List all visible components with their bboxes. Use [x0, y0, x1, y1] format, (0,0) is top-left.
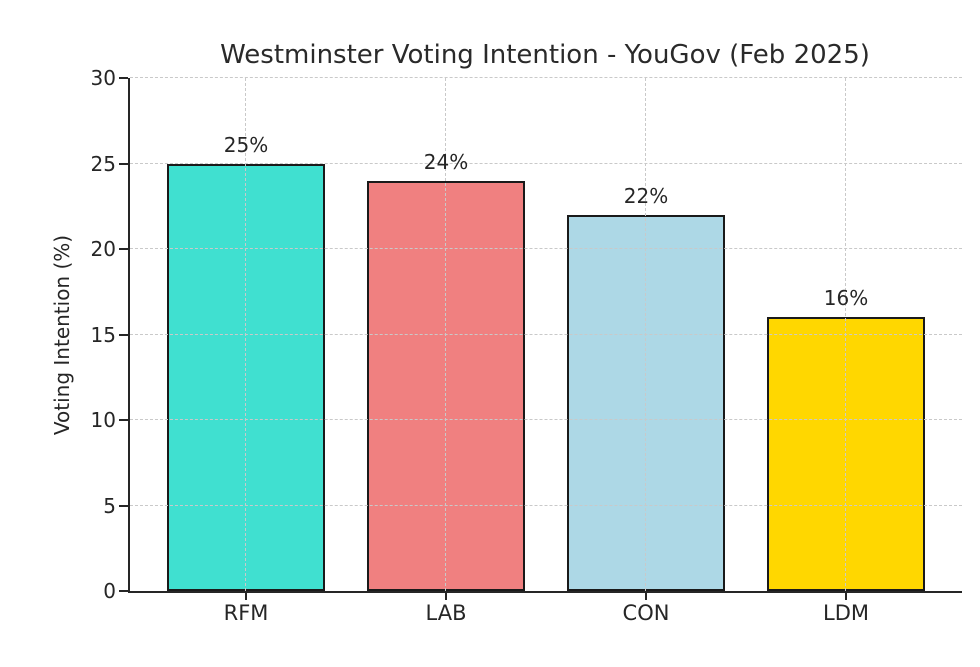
y-tick-mark-25	[119, 162, 128, 165]
bar-ldm	[767, 317, 925, 591]
y-tick-mark-20	[119, 248, 128, 250]
x-tick-label-con: CON	[622, 601, 670, 625]
bar-con	[567, 214, 725, 591]
value-label-rfm: 25%	[223, 132, 269, 157]
y-tick-label-20: 20	[90, 237, 116, 261]
y-tick-mark-15	[119, 333, 128, 336]
x-tick-label-lab: LAB	[425, 601, 467, 625]
y-tick-label-5: 5	[103, 493, 116, 518]
chart-title: Westminster Voting Intention - YouGov (F…	[220, 40, 870, 70]
x-tick-mark-con	[645, 593, 647, 600]
y-tick-label-0: 0	[103, 579, 116, 603]
bar-rfm	[167, 163, 325, 591]
x-tick-mark-ldm	[845, 593, 847, 600]
y-tick-label-30: 30	[90, 66, 116, 90]
y-gridline-30	[130, 77, 962, 78]
value-label-ldm: 16%	[823, 286, 869, 311]
y-tick-label-10: 10	[90, 408, 116, 432]
value-label-con: 22%	[623, 183, 669, 208]
y-tick-label-15: 15	[90, 322, 116, 347]
x-tick-label-ldm: LDM	[823, 601, 869, 625]
x-tick-mark-lab	[445, 593, 447, 600]
x-tick-mark-rfm	[245, 593, 247, 600]
plot-area: 0 5 10 15 20 25 30 RFM 25% LAB 24% CON 22% LDM 16%	[91, 66, 962, 625]
y-tick-mark-0	[119, 590, 128, 592]
bar-lab	[367, 180, 525, 591]
value-label-lab: 24%	[423, 149, 469, 174]
y-tick-mark-5	[119, 504, 128, 507]
y-tick-label-25: 25	[90, 151, 116, 176]
y-tick-mark-10	[119, 419, 128, 421]
y-tick-mark-30	[119, 77, 128, 79]
x-tick-label-rfm: RFM	[223, 601, 269, 625]
y-axis-label: Voting Intention (%)	[50, 234, 74, 436]
